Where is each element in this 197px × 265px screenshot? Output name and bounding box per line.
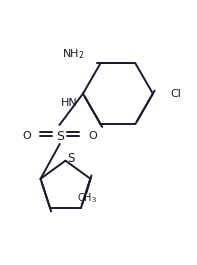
Text: Cl: Cl [171, 89, 182, 99]
Text: NH$_2$: NH$_2$ [62, 47, 85, 61]
Text: HN: HN [61, 98, 78, 108]
Text: O: O [22, 131, 31, 142]
Text: O: O [88, 131, 97, 142]
Text: S: S [68, 152, 75, 165]
Text: S: S [56, 130, 64, 143]
Text: CH$_3$: CH$_3$ [76, 191, 97, 205]
